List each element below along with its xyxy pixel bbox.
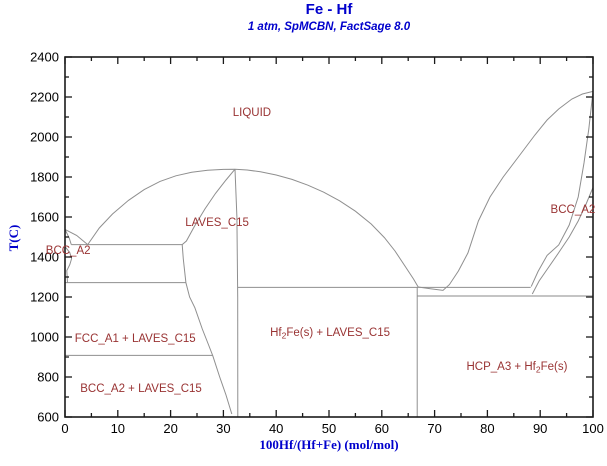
y-tick-label: 1600 (30, 210, 59, 225)
x-axis-label: 100Hf/(Hf+Fe) (mol/mol) (259, 437, 399, 452)
x-tick-label: 60 (375, 421, 389, 436)
x-tick-label: 40 (269, 421, 283, 436)
y-tick-label: 2400 (30, 50, 59, 65)
y-tick-label: 1800 (30, 170, 59, 185)
curve-bcc-hcp-boundary-hf (531, 187, 594, 295)
x-tick-label: 30 (216, 421, 230, 436)
tick-labels: 0 10 20 30 40 50 60 70 80 90 100 600 800 1000 1200 1400… (30, 50, 604, 437)
x-tick-label: 100 (582, 421, 604, 436)
phase-boundaries (64, 90, 594, 418)
region-label-fcc-a1-laves: FCC_A1 + LAVES_C15 (75, 333, 196, 345)
y-tick-label: 1400 (30, 250, 59, 265)
axis-ticks (64, 56, 594, 418)
curve-solidus-bcc-hf (530, 91, 594, 287)
x-tick-label: 90 (533, 421, 547, 436)
region-label-hf2fe-laves: Hf2Fe(s) + LAVES_C15 (270, 327, 390, 341)
region-label-bcc-a2-right: BCC_A2 (551, 204, 596, 216)
region-labels: LIQUID LAVES_C15 BCC_A2 FCC_A1 + LAVES_C15 B… (46, 107, 596, 395)
x-tick-label: 0 (61, 421, 68, 436)
x-tick-label: 20 (163, 421, 177, 436)
curve-liquidus-dome (87, 168, 419, 288)
region-label-bcc-a2-left: BCC_A2 (46, 245, 91, 257)
curve-laves-right-boundary (234, 169, 239, 418)
x-tick-label: 70 (427, 421, 441, 436)
y-tick-label: 2200 (30, 90, 59, 105)
region-label-laves-c15: LAVES_C15 (185, 217, 249, 229)
x-tick-label: 10 (111, 421, 125, 436)
y-tick-label: 800 (37, 370, 59, 385)
y-axis-label: T(C) (6, 224, 21, 252)
x-tick-label: 80 (480, 421, 494, 436)
curve-laves-left-boundary (181, 168, 236, 415)
y-tick-label: 1200 (30, 290, 59, 305)
region-label-hcp-a3-hf2fe: HCP_A3 + Hf2Fe(s) (466, 361, 567, 375)
y-tick-label: 2000 (30, 130, 59, 145)
curve-solidus-fe (64, 229, 72, 245)
curve-liquidus-fe (64, 228, 89, 245)
region-label-bcc-a2-laves: BCC_A2 + LAVES_C15 (80, 383, 202, 395)
y-tick-label: 1000 (30, 330, 59, 345)
curve-liquidus-hf (418, 90, 594, 291)
chart-title: Fe - Hf (305, 1, 353, 18)
x-tick-label: 50 (322, 421, 336, 436)
y-tick-label: 600 (37, 410, 59, 425)
region-label-liquid: LIQUID (233, 107, 271, 119)
chart-subtitle: 1 atm, SpMCBN, FactSage 8.0 (247, 21, 411, 33)
